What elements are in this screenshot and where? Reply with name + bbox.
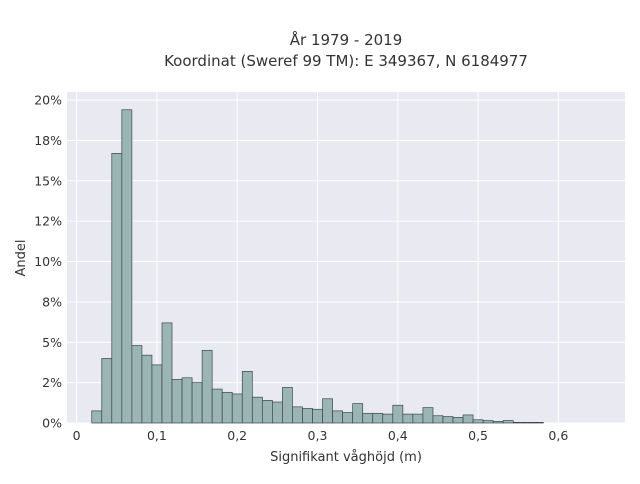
x-tick-label-3: 0,3 xyxy=(308,428,328,443)
histogram-bar-0 xyxy=(91,410,103,424)
histogram-bar-42 xyxy=(512,422,524,424)
y-tick-label-0: 0% xyxy=(42,416,62,431)
histogram-bar-1 xyxy=(101,358,113,424)
histogram-bar-8 xyxy=(171,379,183,424)
x-axis-label: Signifikant våghöjd (m) xyxy=(270,450,422,465)
y-tick-label-7: 18% xyxy=(34,133,62,148)
x-tick-label-4: 0,4 xyxy=(388,428,408,443)
histogram-bar-6 xyxy=(151,364,163,424)
histogram-bar-19 xyxy=(282,387,293,424)
y-tick-label-5: 12% xyxy=(34,214,62,229)
histogram-bars xyxy=(91,109,544,424)
chart-title-line-2: Koordinat (Sweref 99 TM): E 349367, N 61… xyxy=(164,52,528,70)
histogram-bar-7 xyxy=(161,322,173,424)
x-tick-label-5: 0,5 xyxy=(468,428,488,443)
histogram-bar-18 xyxy=(272,401,283,424)
histogram-bar-10 xyxy=(191,382,203,424)
histogram-bar-31 xyxy=(402,413,414,424)
x-tick-labels: 0 0,1 0,2 0,3 0,4 0,5 0,6 xyxy=(73,428,569,443)
chart-title-line-1: År 1979 - 2019 xyxy=(290,30,403,49)
y-tick-label-3: 8% xyxy=(42,294,62,309)
histogram-bar-14 xyxy=(231,393,243,424)
histogram-bar-44 xyxy=(532,422,544,424)
histogram-bar-40 xyxy=(492,421,504,424)
histogram-bar-15 xyxy=(241,370,253,424)
histogram-bar-20 xyxy=(292,406,303,424)
y-tick-label-2: 5% xyxy=(42,335,62,350)
histogram-bar-26 xyxy=(352,403,364,424)
histogram-bar-16 xyxy=(251,396,263,424)
y-tick-label-6: 15% xyxy=(34,173,62,188)
histogram-bar-24 xyxy=(332,410,343,424)
y-tick-label-8: 20% xyxy=(34,93,62,108)
histogram-bar-41 xyxy=(502,420,514,424)
histogram-bar-43 xyxy=(522,422,534,424)
x-tick-label-1: 0,1 xyxy=(147,428,167,443)
histogram-bar-4 xyxy=(131,345,143,424)
histogram-bar-17 xyxy=(261,400,273,424)
histogram-bar-3 xyxy=(121,109,133,424)
histogram-bar-39 xyxy=(482,420,494,424)
y-tick-label-4: 10% xyxy=(34,254,62,269)
y-axis-label: Andel xyxy=(14,240,29,277)
histogram-bar-29 xyxy=(382,413,394,424)
histogram-bar-36 xyxy=(452,416,464,424)
histogram-bar-23 xyxy=(322,398,333,424)
histogram-bar-37 xyxy=(462,414,474,424)
histogram-bar-28 xyxy=(372,412,384,424)
histogram-bar-30 xyxy=(392,404,404,424)
histogram-bar-9 xyxy=(181,377,193,424)
histogram-bar-11 xyxy=(201,349,213,424)
x-tick-label-2: 0,2 xyxy=(227,428,247,443)
x-tick-label-0: 0 xyxy=(73,428,81,443)
x-tick-label-6: 0,6 xyxy=(548,428,568,443)
y-tick-labels: 0% 2% 5% 8% 10% 12% 15% 18% 20% xyxy=(34,93,62,431)
histogram-bar-25 xyxy=(342,412,354,424)
histogram-bar-38 xyxy=(472,419,484,424)
histogram-bar-21 xyxy=(302,408,313,424)
histogram-bar-32 xyxy=(412,413,424,424)
histogram-bar-35 xyxy=(442,416,454,424)
histogram-bar-22 xyxy=(312,408,323,424)
histogram-bar-13 xyxy=(221,391,233,424)
histogram-bar-33 xyxy=(422,407,434,424)
histogram-bar-5 xyxy=(141,354,153,424)
histogram-bar-34 xyxy=(432,415,444,424)
histogram-bar-12 xyxy=(211,388,223,424)
histogram-bar-27 xyxy=(362,412,374,424)
y-tick-label-1: 2% xyxy=(42,375,62,390)
histogram-bar-2 xyxy=(111,153,123,424)
